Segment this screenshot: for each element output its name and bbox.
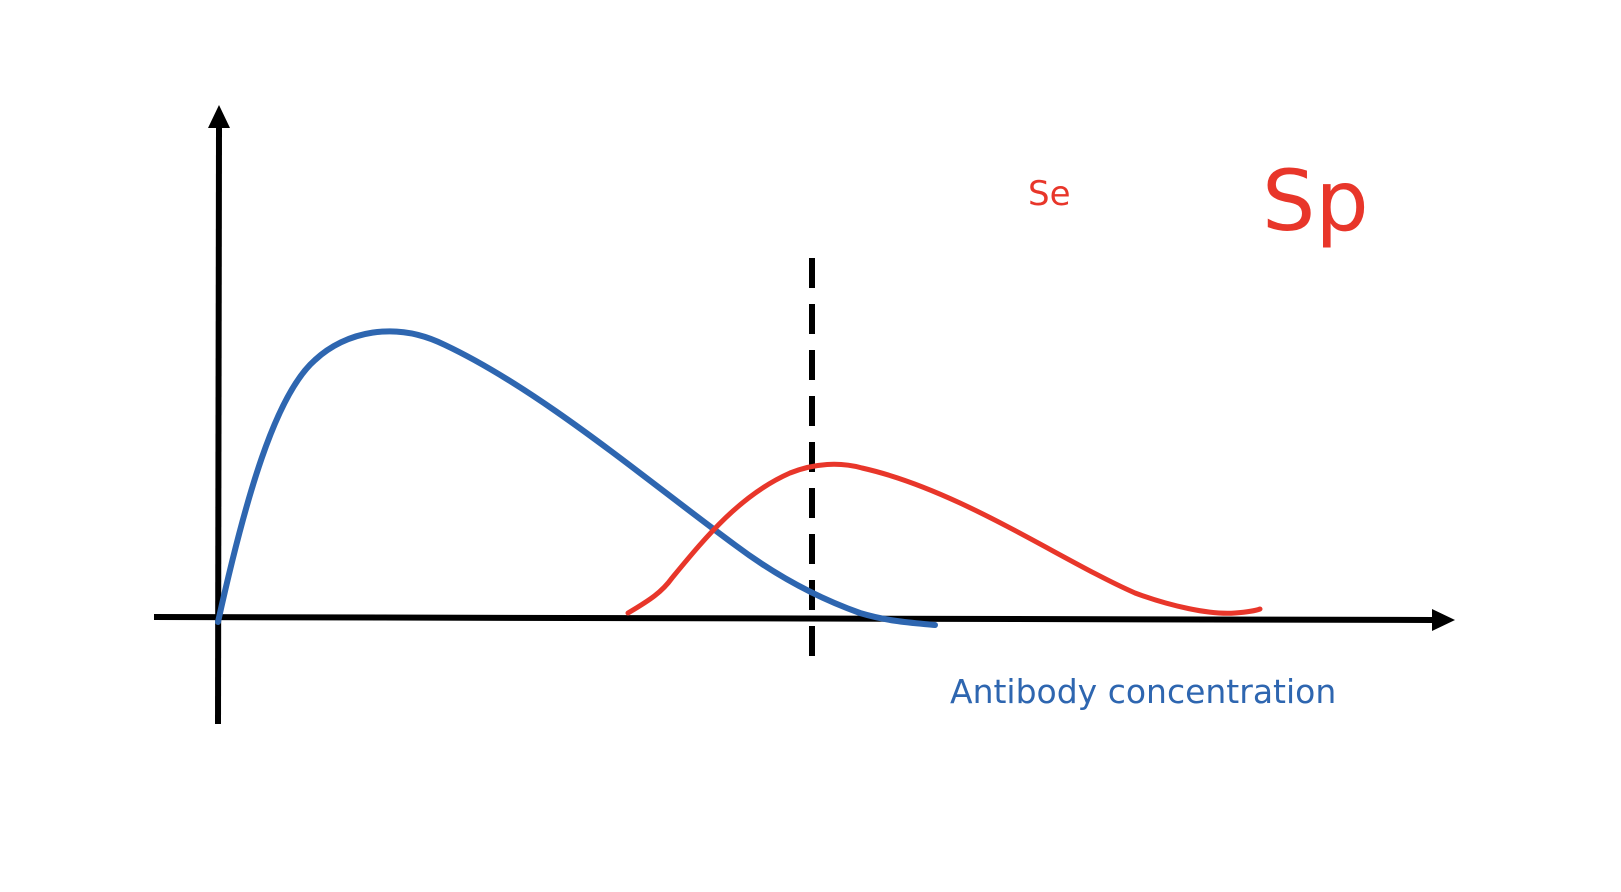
- x-axis: [153, 614, 1433, 623]
- x-axis-arrowhead: [1432, 609, 1455, 631]
- red-distribution-curve: [625, 461, 1263, 616]
- sp-label: Sp: [1262, 152, 1369, 250]
- y-axis: [215, 127, 222, 725]
- x-axis-label: Antibody concentration: [950, 672, 1336, 711]
- se-label: Se: [1028, 174, 1071, 214]
- blue-distribution-curve: [215, 328, 938, 628]
- y-axis-arrowhead: [208, 105, 230, 128]
